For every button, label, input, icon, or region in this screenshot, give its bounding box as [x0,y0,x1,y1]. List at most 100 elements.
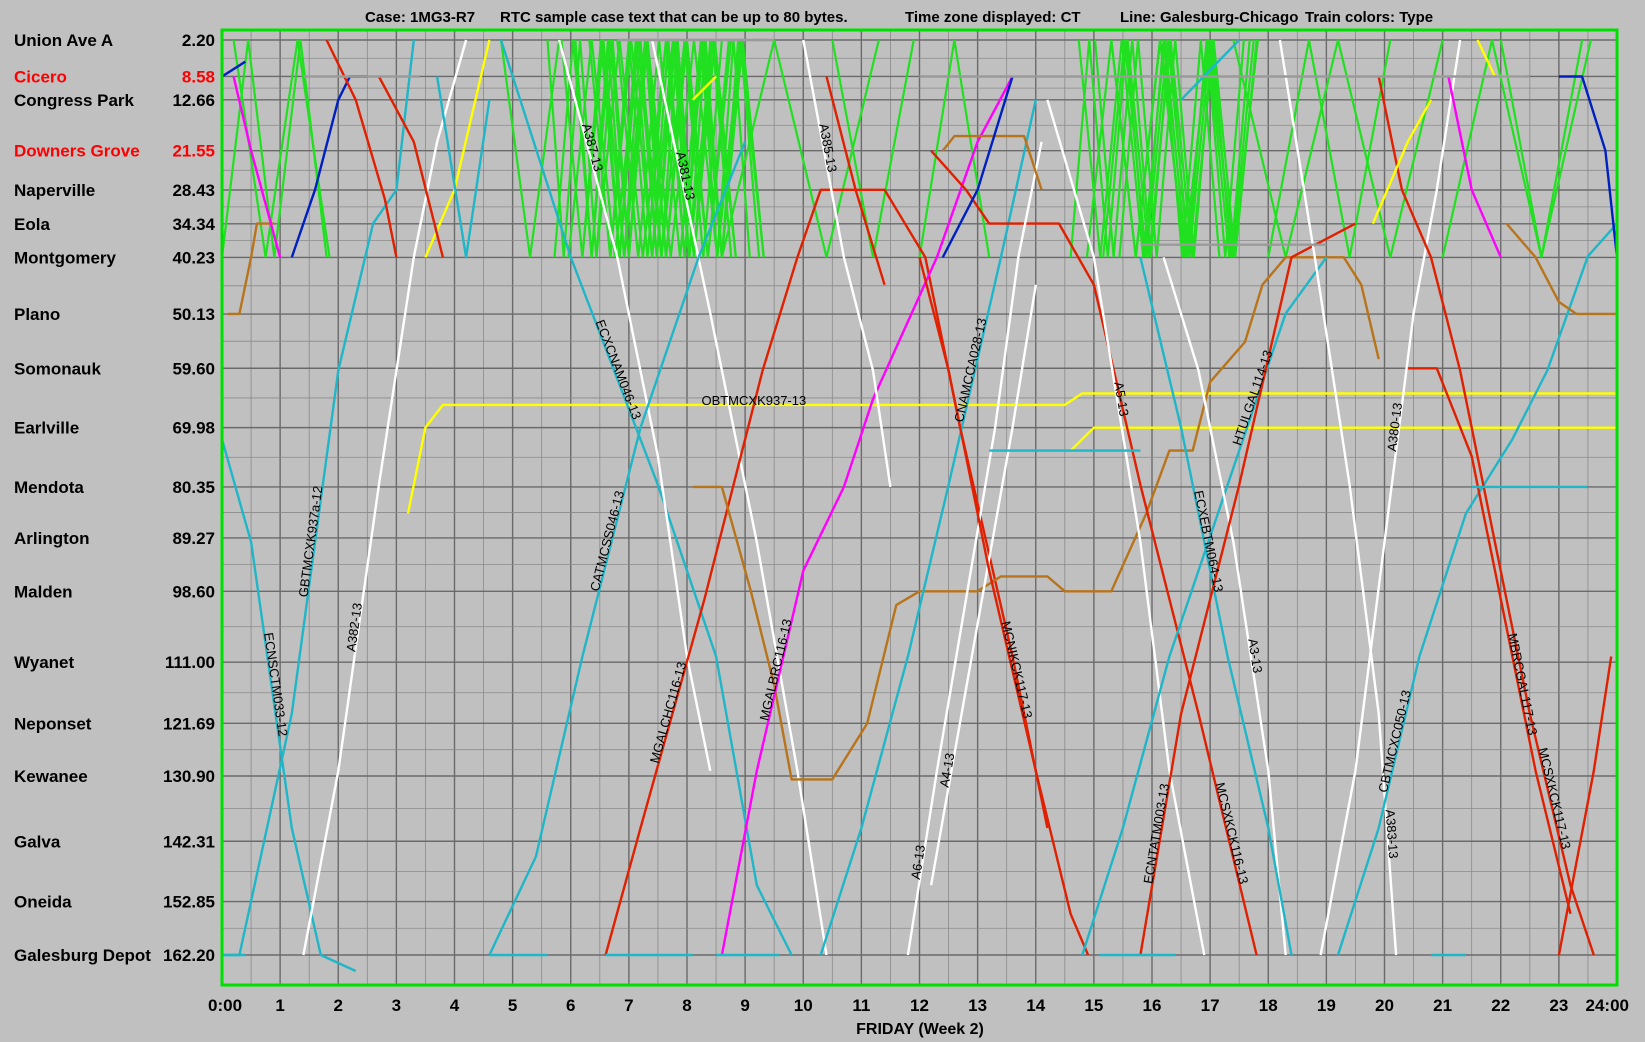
train-line [906,141,1043,956]
train-line [488,141,747,956]
train-line [692,256,1380,781]
train-line [930,149,1258,956]
station-milepost: 111.00 [165,653,215,672]
station-milepost: 12.66 [172,91,215,110]
time-tick-label: 8 [682,996,691,1015]
train-line [221,60,246,78]
train-line [1447,76,1502,258]
time-tick-label: 1 [275,996,284,1015]
train-line [941,76,1014,258]
header-train-colors: Train colors: Type [1305,9,1433,26]
station-milepost: 80.35 [172,478,215,497]
train-line [377,75,445,258]
time-tick-label: 9 [740,996,749,1015]
train-line [604,188,1049,956]
station-name: Galva [14,832,61,851]
station-milepost: 152.85 [163,893,215,912]
train-line [691,75,717,101]
time-tick-label: 4 [450,996,460,1015]
train-line [825,76,886,286]
station-milepost: 34.34 [172,215,215,234]
station-name: Wyanet [14,653,74,672]
time-tick-label: 2 [334,996,343,1015]
station-name: Malden [14,582,73,601]
train-line [650,39,828,956]
header-line: Line: Galesburg-Chicago [1120,9,1298,26]
station-milepost: 130.90 [163,767,215,786]
station-milepost: 162.20 [163,946,215,965]
station-name: Cicero [14,67,67,86]
train-line [1069,426,1617,452]
train-label: A4-13 [937,752,958,789]
commuter-train-line [499,39,561,258]
header-case: Case: 1MG3-R7 [365,9,475,26]
commuter-train-line [918,39,991,258]
time-tick-label: 5 [508,996,517,1015]
station-name: Mendota [14,478,84,497]
train-line [220,438,357,973]
train-line [1081,256,1328,956]
time-tick-label: 18 [1259,996,1278,1015]
train-line [1371,99,1433,225]
station-name: Somonauk [14,359,101,378]
station-milepost: 40.23 [172,248,215,267]
train-line [1505,222,1617,316]
train-line [1407,367,1572,915]
time-tick-label: 23 [1549,996,1568,1015]
commuter-train-line [567,39,733,258]
train-label: A382-13 [343,602,365,653]
time-tick-label: 24:00 [1586,996,1629,1015]
commuter-train-line [1232,39,1444,258]
time-tick-label: 20 [1375,996,1394,1015]
station-name: Oneida [14,893,72,912]
station-milepost: 28.43 [172,181,215,200]
station-milepost: 89.27 [172,529,215,548]
plot-header: Case: 1MG3-R7 RTC sample case text that … [365,9,1433,26]
time-tick-label: 15 [1084,996,1103,1015]
train-line [232,76,282,258]
time-tick-label: 13 [968,996,987,1015]
train-line [918,257,1090,956]
station-name: Kewanee [14,767,88,786]
time-axis: 0:00 1 2 3 4 5 6 7 8 9 10 11 12 13 14 15 16 17 18 19 20 21 22 2… [208,996,1629,1015]
time-tick-label: 11 [852,996,870,1015]
time-tick-label: 21 [1433,996,1452,1015]
train-label: A6-13 [908,844,928,881]
train-line [1557,656,1613,956]
time-tick-label: 22 [1491,996,1510,1015]
train-line [1180,39,1241,101]
plot-frame [220,28,1619,987]
train-line [435,76,491,259]
station-name: Congress Park [14,91,135,110]
station-name: Downers Grove [14,142,140,161]
station-milepost: 98.60 [172,582,215,601]
station-name: Eola [14,215,50,234]
time-tick-label: 7 [624,996,633,1015]
station-milepost: 142.31 [163,832,215,851]
time-tick-label: 6 [566,996,575,1015]
commuter-train-line [1267,39,1392,258]
commuter-train-line [1093,39,1245,258]
station-name: Union Ave A [14,31,113,50]
train-label: A3-13 [1245,638,1265,675]
station-name: Montgomery [14,248,117,267]
station-name: Arlington [14,529,90,548]
station-milepost: 50.13 [172,305,215,324]
train-line [1319,39,1462,956]
header-timezone: Time zone displayed: CT [905,9,1081,26]
train-line [499,39,793,956]
train-label: A5-13 [1111,381,1131,418]
commuter-train-line [1441,39,1592,258]
train-line [557,39,712,772]
time-tick-label: 3 [392,996,401,1015]
station-milepost: 59.60 [172,359,215,378]
header-description: RTC sample case text that can be up to 8… [500,9,848,26]
time-tick-label: 12 [910,996,929,1015]
commuter-train-line [1499,39,1584,258]
train-line [302,39,468,956]
train-line [720,75,1014,956]
train-label: OBTMCXK937-13 [701,393,806,408]
time-tick-label: 14 [1026,996,1045,1015]
station-axis: Union Ave A 2.20 Cicero 8.58 Congress Park 12… [14,31,216,965]
train-line [802,39,892,488]
